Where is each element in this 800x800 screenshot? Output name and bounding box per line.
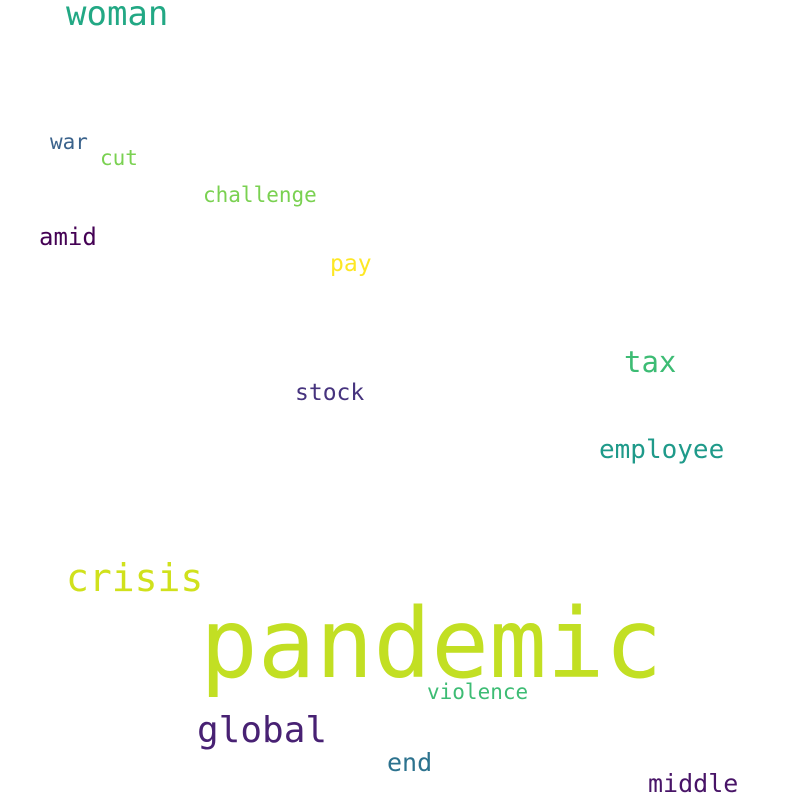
word-amid: amid [39,223,97,251]
word-cut: cut [100,146,138,170]
word-global: global [197,710,328,751]
word-violence: violence [427,680,529,704]
word-tax: tax [624,345,677,379]
word-woman: woman [66,0,169,34]
word-employee: employee [599,435,725,465]
word-pay: pay [330,251,372,277]
word-end: end [387,748,433,777]
word-challenge: challenge [203,183,317,207]
word-stock: stock [295,380,365,406]
word-middle: middle [648,769,739,798]
word-pandemic: pandemic [200,588,663,700]
word-war: war [50,130,88,154]
word-crisis: crisis [66,556,204,600]
